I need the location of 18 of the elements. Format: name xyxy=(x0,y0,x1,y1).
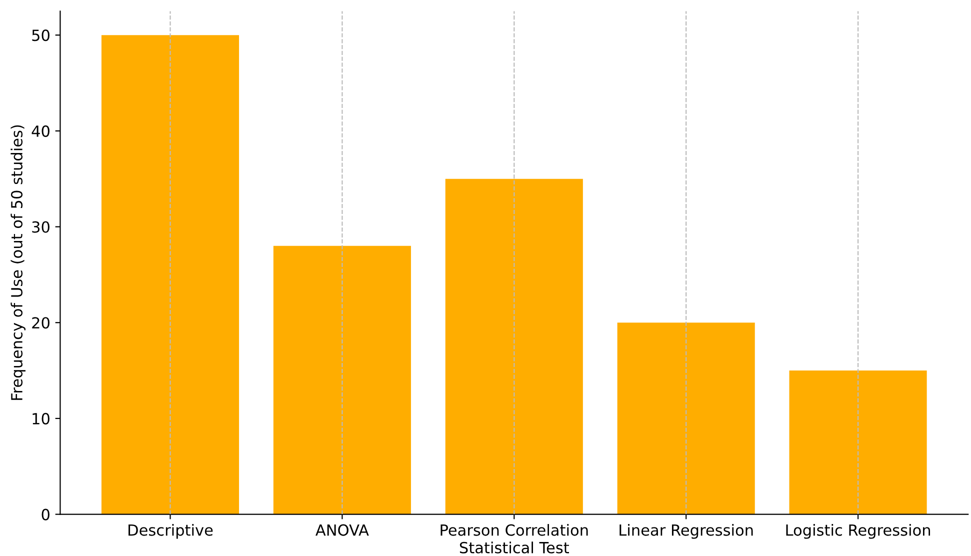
x-tick-label: Linear Regression xyxy=(620,524,753,539)
bar xyxy=(789,370,927,514)
bar xyxy=(445,178,583,514)
y-tick-label: 0 xyxy=(42,508,50,520)
x-tick-label: Logistic Regression xyxy=(786,524,930,539)
y-tick-label: 30 xyxy=(32,221,50,233)
x-axis-title: Statistical Test xyxy=(460,542,569,554)
x-tick-label: ANOVA xyxy=(316,524,369,536)
x-tick-label: Pearson Correlation xyxy=(440,524,588,536)
y-tick-label: 50 xyxy=(32,30,50,42)
y-tick-label: 20 xyxy=(32,317,50,329)
y-tick-label: 10 xyxy=(32,412,50,424)
bar xyxy=(617,322,755,514)
y-tick-label: 40 xyxy=(32,125,50,137)
x-tick-label: Descriptive xyxy=(128,524,213,539)
bar xyxy=(273,246,411,514)
y-axis-title: Frequency of Use (out of 50 studies) xyxy=(10,125,26,400)
bar xyxy=(101,35,240,514)
